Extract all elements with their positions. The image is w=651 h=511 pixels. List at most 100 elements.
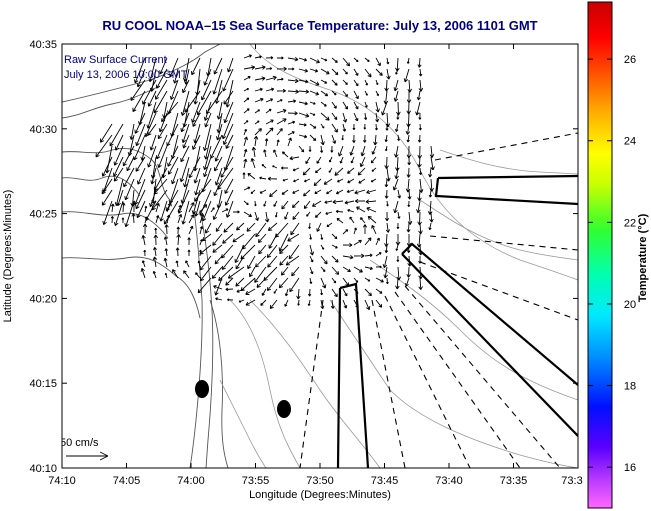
current-vector <box>297 299 300 306</box>
current-vector <box>292 189 300 194</box>
current-vector <box>214 145 223 162</box>
current-vector <box>320 266 326 273</box>
current-vector <box>192 112 201 127</box>
current-vector <box>396 222 400 230</box>
current-vector <box>428 189 433 198</box>
current-vector <box>276 128 283 136</box>
current-vector <box>147 123 157 136</box>
current-vector <box>203 68 212 86</box>
current-vector <box>272 165 278 169</box>
current-vector <box>190 57 201 76</box>
current-vector <box>353 266 363 273</box>
current-vector <box>95 134 113 158</box>
current-vector <box>266 277 278 292</box>
current-vector <box>177 204 182 213</box>
current-vector <box>153 234 158 246</box>
current-vector <box>407 211 413 225</box>
current-vector <box>136 167 146 185</box>
current-vector <box>323 178 333 185</box>
current-vector <box>335 189 344 195</box>
current-vector <box>101 156 113 177</box>
current-vector <box>256 277 267 288</box>
current-vector <box>147 145 157 168</box>
current-vector <box>373 134 378 146</box>
current-vector <box>220 156 234 178</box>
x-axis: 74:10 74:05 74:00 73:55 73:50 73:45 73:40 73:35… <box>48 44 583 487</box>
current-vector <box>287 78 299 84</box>
current-vector <box>265 119 274 125</box>
current-vector <box>337 178 344 183</box>
current-vector <box>309 90 320 96</box>
current-vector <box>193 167 201 184</box>
current-vector <box>155 215 160 224</box>
current-vector <box>342 243 353 248</box>
current-vector <box>429 145 435 158</box>
current-vector <box>198 249 202 257</box>
current-vector <box>331 68 339 76</box>
current-vector <box>197 260 201 268</box>
current-vector <box>243 65 256 70</box>
current-vector <box>406 167 411 178</box>
current-vector <box>296 288 301 300</box>
current-vector <box>113 156 124 177</box>
current-vector <box>330 299 335 309</box>
current-vector <box>181 200 190 225</box>
current-vector <box>393 79 399 92</box>
current-vector <box>366 189 377 195</box>
current-vector <box>346 189 355 194</box>
current-vector <box>180 90 190 116</box>
current-vector <box>116 189 124 207</box>
current-vector <box>326 189 333 195</box>
current-vector <box>364 101 368 108</box>
current-vector <box>197 277 212 294</box>
current-vector <box>277 56 284 60</box>
current-vector <box>204 222 212 234</box>
current-vector <box>157 145 168 168</box>
current-vector <box>147 90 157 107</box>
current-vector <box>406 57 410 64</box>
current-vector <box>353 239 362 246</box>
current-vector <box>320 79 328 84</box>
current-vector <box>375 299 383 308</box>
current-vector <box>203 156 212 178</box>
current-vector <box>342 266 351 273</box>
current-vector <box>309 233 313 240</box>
current-vector <box>396 112 400 120</box>
current-vector <box>397 134 401 141</box>
current-vector <box>203 145 212 171</box>
current-vector <box>298 101 308 106</box>
current-vector <box>163 257 168 268</box>
current-vector <box>418 277 423 290</box>
current-vector <box>264 211 270 223</box>
current-vector <box>265 67 273 70</box>
current-vector <box>395 244 399 251</box>
current-vector <box>353 79 359 87</box>
current-vector <box>352 123 356 131</box>
current-vector <box>366 207 377 213</box>
current-vector <box>385 211 389 222</box>
current-vector <box>359 156 366 168</box>
current-vector <box>353 277 359 283</box>
current-vector <box>331 112 338 121</box>
current-vector <box>265 56 274 60</box>
current-vector <box>375 252 382 257</box>
current-vector <box>211 266 223 279</box>
current-vector <box>136 68 146 88</box>
current-vector <box>101 178 113 195</box>
current-vector <box>395 277 400 290</box>
current-vector <box>243 158 248 169</box>
current-vector <box>136 200 146 219</box>
current-vector <box>191 101 201 123</box>
colorbar-tick-label: 18 <box>624 381 636 393</box>
current-vector <box>222 68 234 92</box>
current-vector <box>276 66 287 71</box>
current-vector <box>254 266 267 283</box>
current-vector <box>416 200 421 214</box>
transect-boxes <box>336 174 578 468</box>
current-vector <box>273 288 278 294</box>
current-vector <box>309 123 317 129</box>
current-vector <box>428 222 432 231</box>
current-vector <box>335 209 344 214</box>
current-vector <box>199 189 212 216</box>
colorbar-tick-label: 20 <box>624 299 636 311</box>
